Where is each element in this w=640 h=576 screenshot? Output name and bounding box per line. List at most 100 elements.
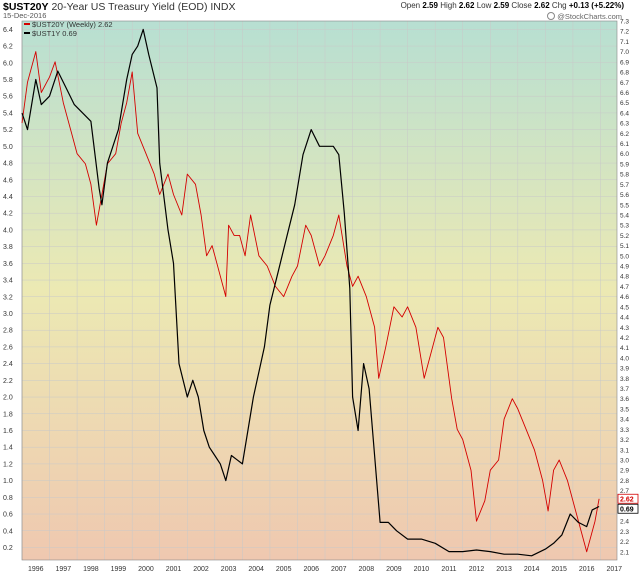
y-tick-label-right: 6.0 [620, 151, 629, 158]
y-tick-label-left: 3.2 [3, 294, 13, 301]
y-tick-label-right: 5.4 [620, 212, 629, 219]
y-tick-label-left: 5.2 [3, 127, 13, 134]
x-tick-label: 2014 [524, 566, 540, 573]
y-tick-label-right: 3.3 [620, 427, 629, 434]
x-tick-label: 2017 [606, 566, 622, 573]
legend-swatch-black [24, 32, 30, 34]
x-tick-label: 2013 [496, 566, 512, 573]
exchange: INDX [210, 1, 236, 13]
legend-swatch-red [24, 23, 30, 25]
brand: @StockCharts.com [547, 12, 622, 21]
y-tick-label-right: 2.8 [620, 478, 629, 485]
series-line-ust20y [21, 51, 600, 553]
low-label: Low [476, 1, 492, 10]
y-tick-label-right: 3.7 [620, 386, 629, 393]
legend-item-ust1y: $UST1Y 0.69 [24, 29, 113, 38]
x-tick-label: 2011 [441, 566, 456, 573]
y-tick-label-right: 7.3 [620, 19, 629, 26]
y-tick-label-right: 4.9 [620, 264, 629, 271]
legend-label-ust20y: $UST20Y (Weekly) 2.62 [32, 20, 113, 29]
y-tick-label-left: 4.8 [3, 161, 13, 168]
symbol: $UST20Y [3, 1, 49, 13]
y-tick-label-right: 5.8 [620, 172, 629, 179]
x-tick-label: 2015 [551, 566, 567, 573]
x-tick-label: 2006 [303, 566, 319, 573]
y-tick-label-left: 1.2 [3, 461, 13, 468]
y-tick-label-right: 2.1 [620, 549, 629, 556]
high-label: High [440, 1, 457, 10]
y-tick-label-left: 2.8 [3, 328, 13, 335]
y-tick-label-right: 3.2 [620, 437, 629, 444]
y-tick-label-left: 3.8 [3, 244, 13, 251]
y-tick-label-right: 5.3 [620, 223, 629, 230]
chg-label: Chg [551, 1, 567, 10]
x-tick-label: 2005 [276, 566, 292, 573]
y-tick-label-right: 6.5 [620, 100, 629, 107]
x-tick-label: 2010 [414, 566, 430, 573]
x-tick-label: 2001 [166, 566, 182, 573]
y-tick-label-right: 7.2 [620, 29, 629, 36]
y-tick-label-left: 4.0 [3, 227, 13, 234]
x-tick-label: 2012 [469, 566, 485, 573]
x-tick-label: 1998 [83, 566, 99, 573]
y-tick-label-left: 3.6 [3, 261, 13, 268]
y-tick-label-left: 1.6 [3, 428, 13, 435]
y-tick-label-right: 6.7 [620, 80, 629, 87]
high-value: 2.62 [458, 1, 475, 10]
y-tick-label-right: 4.8 [620, 274, 629, 281]
y-tick-label-right: 4.2 [620, 335, 629, 342]
y-tick-label-right: 5.0 [620, 253, 629, 260]
x-tick-label: 1996 [28, 566, 44, 573]
y-tick-label-right: 7.1 [620, 39, 629, 46]
y-tick-label-right: 5.1 [620, 243, 629, 250]
y-tick-label-right: 4.4 [620, 315, 629, 322]
y-tick-label-right: 6.4 [620, 110, 629, 117]
chart-date: 15-Dec-2016 [3, 11, 47, 20]
y-tick-label-right: 6.3 [620, 121, 629, 128]
open-label: Open [400, 1, 421, 10]
y-tick-label-left: 2.6 [3, 344, 13, 351]
legend-label-ust1y: $UST1Y 0.69 [32, 29, 77, 38]
y-tick-label-right: 3.9 [620, 366, 629, 373]
y-tick-label-left: 4.2 [3, 211, 13, 218]
y-tick-label-left: 5.0 [3, 144, 13, 151]
y-tick-label-left: 4.4 [3, 194, 13, 201]
y-tick-label-right: 6.8 [620, 70, 629, 77]
low-value: 2.59 [493, 1, 510, 10]
y-tick-label-right: 2.3 [620, 529, 629, 536]
y-tick-label-right: 6.9 [620, 59, 629, 66]
y-tick-label-right: 6.6 [620, 90, 629, 97]
y-tick-label-left: 5.6 [3, 94, 13, 101]
close-label: Close [511, 1, 532, 10]
series-line-ust1y [21, 28, 600, 557]
x-tick-label: 1999 [111, 566, 127, 573]
y-tick-label-right: 2.9 [620, 468, 629, 475]
y-tick-label-left: 0.4 [3, 528, 13, 535]
y-tick-label-right: 5.7 [620, 182, 629, 189]
y-tick-label-right: 5.5 [620, 202, 629, 209]
ohlc-readout: Open 2.59 High 2.62 Low 2.59 Close 2.62 … [401, 1, 624, 10]
y-tick-label-right: 4.7 [620, 284, 629, 291]
y-tick-label-left: 3.0 [3, 311, 13, 318]
y-tick-label-right: 2.7 [620, 488, 629, 495]
y-tick-label-left: 5.4 [3, 110, 13, 117]
open-value: 2.59 [422, 1, 438, 10]
y-tick-label-right: 2.4 [620, 519, 629, 526]
last-value-tag-ust20y-text: 2.62 [620, 496, 634, 503]
x-tick-label: 2016 [579, 566, 595, 573]
y-tick-label-right: 5.9 [620, 161, 629, 168]
chg-value: +0.13 (+5.22%) [568, 1, 624, 10]
y-tick-label-right: 4.6 [620, 294, 629, 301]
chart-header: $UST20Y 20-Year US Treasury Yield (EOD) … [0, 0, 640, 22]
x-tick-label: 2002 [193, 566, 209, 573]
y-tick-label-left: 0.8 [3, 495, 13, 502]
y-tick-label-right: 3.5 [620, 406, 629, 413]
y-tick-label-left: 0.2 [3, 545, 13, 552]
legend-item-ust20y: $UST20Y (Weekly) 2.62 [24, 20, 113, 29]
y-tick-label-left: 6.2 [3, 44, 13, 51]
y-tick-label-right: 4.3 [620, 325, 629, 332]
y-tick-label-left: 2.0 [3, 395, 13, 402]
close-value: 2.62 [534, 1, 550, 10]
x-tick-label: 2000 [138, 566, 154, 573]
